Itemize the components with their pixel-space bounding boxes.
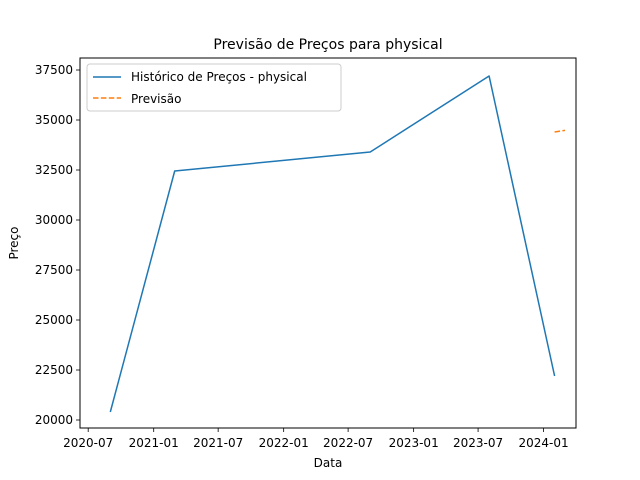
legend: Histórico de Preços - physical Previsão (86, 63, 342, 112)
y-tick-label: 27500 (35, 263, 73, 277)
chart-title: Previsão de Preços para physical (213, 37, 442, 53)
y-tick-label: 22500 (35, 363, 73, 377)
y-tick-label: 20000 (35, 413, 73, 427)
x-tick-label: 2024-01 (519, 436, 569, 450)
x-tick-label: 2020-07 (63, 436, 113, 450)
y-axis-ticks: 20000 22500 25000 27500 30000 32500 35000 37500 (35, 63, 80, 427)
legend-label-historico: Histórico de Preços - physical (131, 70, 307, 84)
y-tick-label: 32500 (35, 163, 73, 177)
legend-box (86, 63, 342, 112)
series-line-historico (109, 75, 556, 413)
x-tick-label: 2022-07 (323, 436, 373, 450)
x-tick-label: 2021-07 (193, 436, 243, 450)
y-tick-label: 37500 (35, 63, 73, 77)
x-tick-label: 2023-01 (389, 436, 439, 450)
y-tick-label: 35000 (35, 113, 73, 127)
legend-label-previsao: Previsão (131, 92, 181, 106)
x-axis-ticks: 2020-07 2021-01 2021-07 2022-01 2022-07 2023-… (63, 428, 569, 450)
series-layer (109, 75, 566, 413)
y-tick-label: 30000 (35, 213, 73, 227)
series-line-previsao (554, 129, 566, 133)
y-axis-title: Preço (7, 226, 21, 259)
x-tick-label: 2021-01 (129, 436, 179, 450)
x-tick-label: 2023-07 (453, 436, 503, 450)
x-tick-label: 2022-01 (259, 436, 309, 450)
plot-frame (79, 57, 577, 429)
y-tick-label: 25000 (35, 313, 73, 327)
x-axis-title: Data (314, 456, 343, 470)
